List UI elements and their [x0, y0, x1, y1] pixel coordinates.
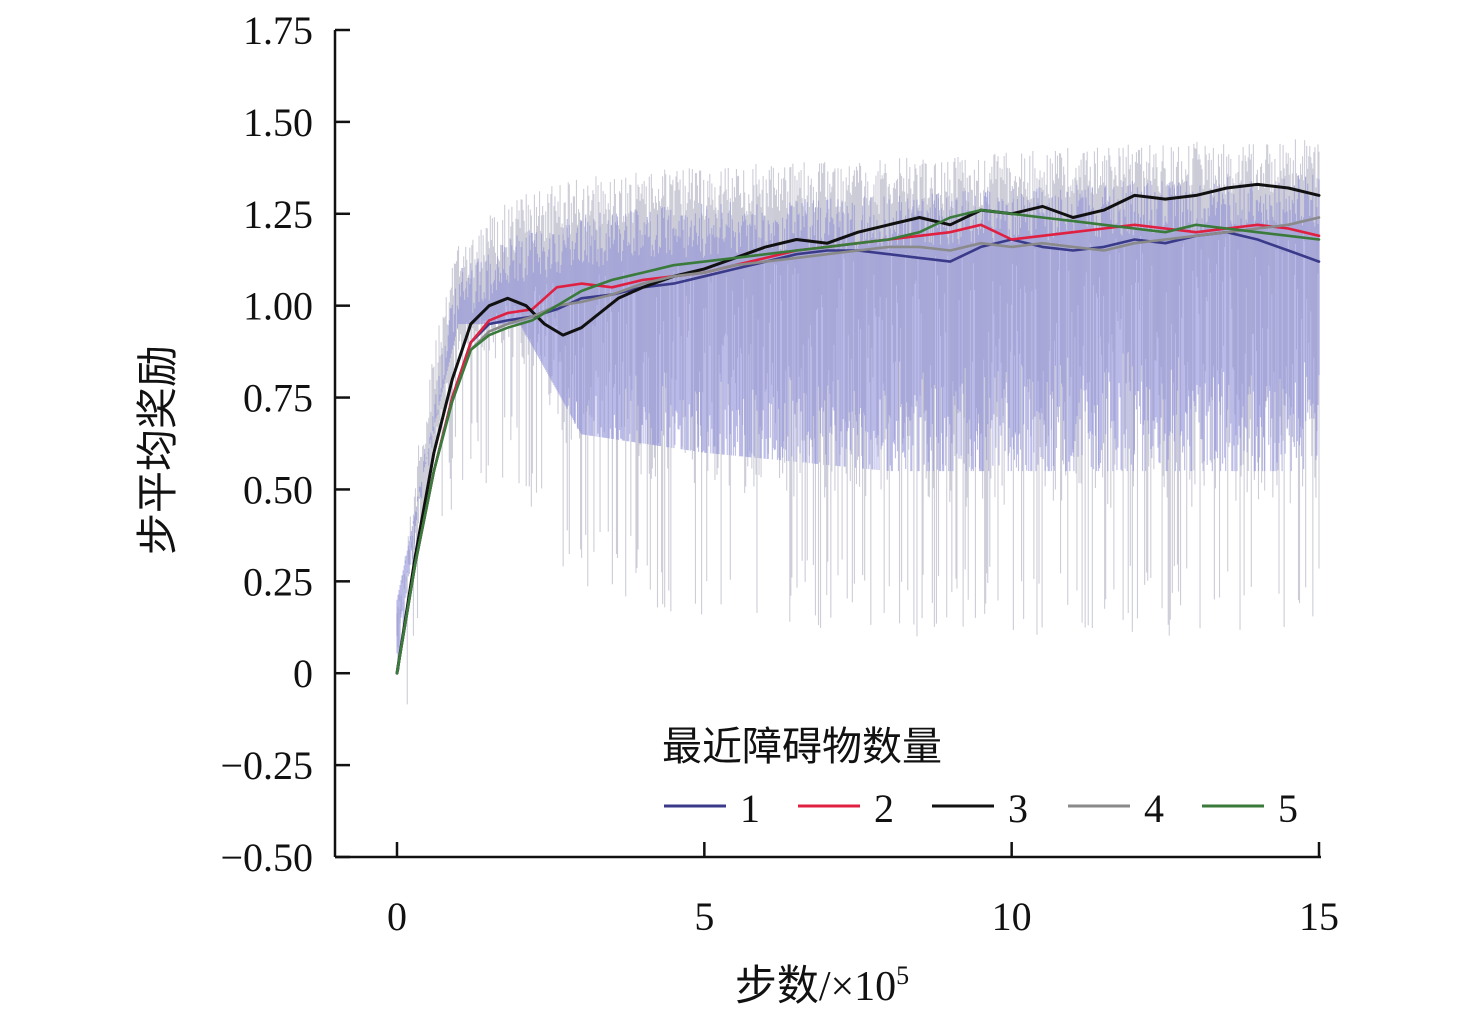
x-tick-label: 10 — [992, 894, 1032, 939]
legend-label-5: 5 — [1278, 786, 1298, 831]
x-axis-label: 步数/×105 — [735, 961, 909, 1010]
y-tick-label: 0.50 — [243, 467, 313, 512]
axes — [333, 30, 1321, 859]
series-line-3 — [395, 182, 1321, 675]
series-line-4 — [395, 216, 1321, 675]
x-axis-label-main: 步数/×10 — [735, 964, 896, 1010]
x-tick-label: 15 — [1299, 894, 1339, 939]
legend-entries: 1 2 3 4 5 — [664, 786, 1298, 831]
y-tick-label: 0.25 — [243, 559, 313, 604]
y-tick-label: −0.50 — [220, 835, 313, 880]
y-axis-label: 步平均奖励 — [136, 345, 182, 555]
series-lines — [395, 182, 1321, 675]
y-tick-label: 1.50 — [243, 100, 313, 145]
raw-reward-band — [396, 139, 1320, 705]
y-tick-label: 0 — [293, 651, 313, 696]
legend-label-3: 3 — [1008, 786, 1028, 831]
series-line-5 — [395, 208, 1321, 675]
y-tick-label: 1.25 — [243, 192, 313, 237]
legend-label-1: 1 — [740, 786, 760, 831]
y-ticks: −0.50 −0.25 0 0.25 0.50 0.75 1.00 1.25 1.50 1.75 — [220, 8, 350, 880]
legend-label-4: 4 — [1144, 786, 1164, 831]
legend: 最近障碍物数量 1 2 3 4 5 — [662, 724, 1298, 831]
x-axis-label-superscript: 5 — [896, 961, 909, 990]
y-tick-label: −0.25 — [220, 743, 313, 788]
legend-title: 最近障碍物数量 — [662, 724, 942, 769]
y-tick-label: 1.00 — [243, 284, 313, 329]
x-ticks: 0 5 10 15 — [387, 842, 1339, 939]
y-tick-label: 0.75 — [243, 376, 313, 421]
x-tick-label: 0 — [387, 894, 407, 939]
x-tick-label: 5 — [694, 894, 714, 939]
y-tick-label: 1.75 — [243, 8, 313, 53]
legend-label-2: 2 — [874, 786, 894, 831]
